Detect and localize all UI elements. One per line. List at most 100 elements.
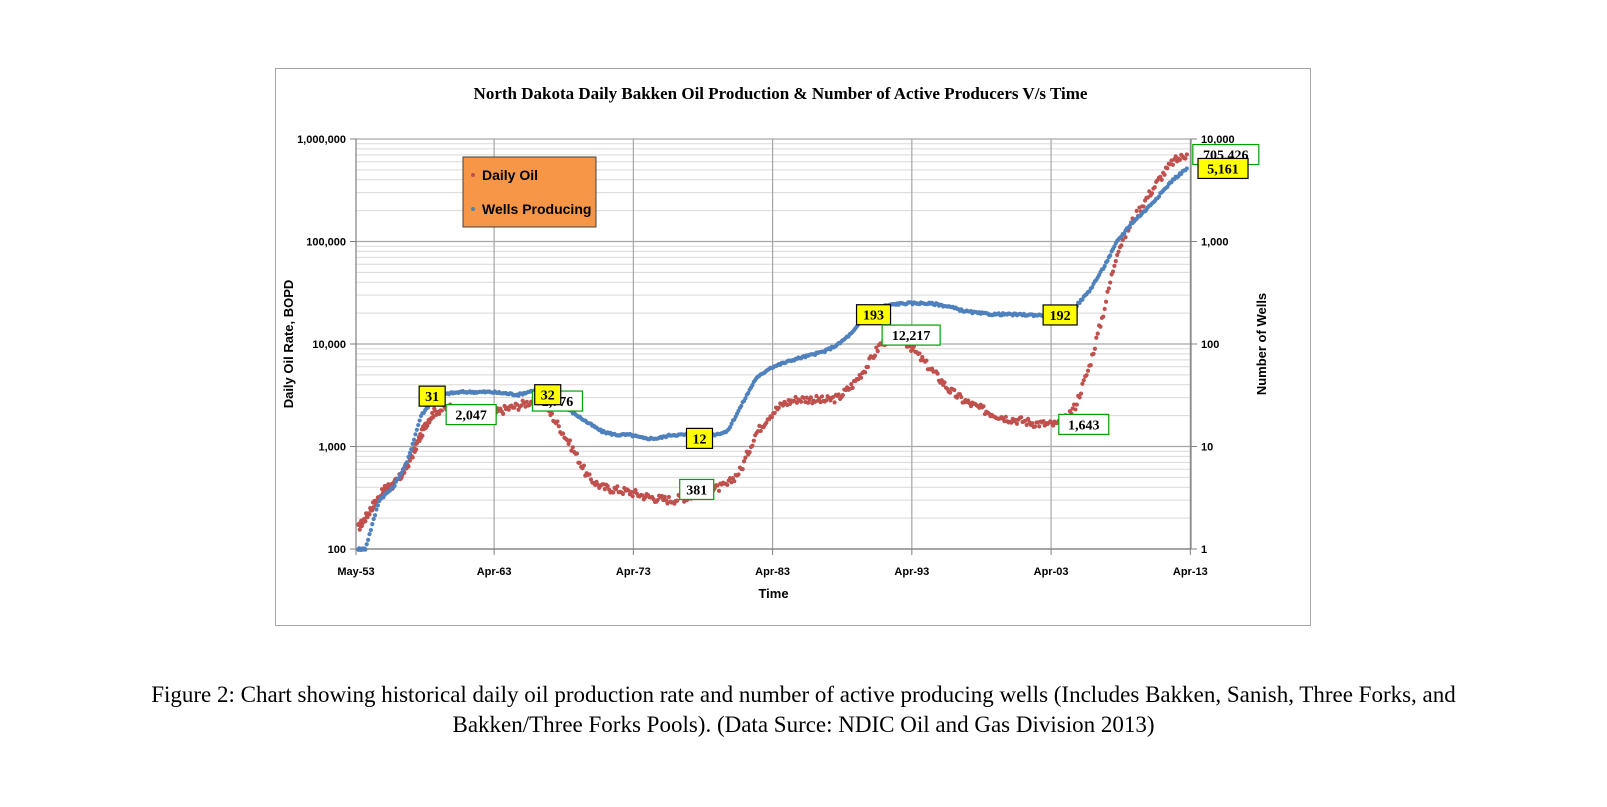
data-point	[1177, 157, 1182, 162]
data-point	[1032, 424, 1038, 429]
data-point	[439, 408, 445, 413]
data-point	[501, 411, 506, 416]
data-point	[840, 392, 846, 398]
data-point	[769, 414, 774, 420]
data-point	[732, 479, 737, 484]
legend-label: Wells Producing	[482, 201, 591, 217]
data-point	[414, 447, 419, 452]
annotation-box	[685, 427, 714, 449]
data-point	[968, 404, 974, 409]
data-point	[832, 400, 837, 405]
y-tick-label: 100,000	[306, 237, 346, 249]
data-point	[1105, 258, 1110, 263]
data-point	[1115, 252, 1120, 258]
data-point	[1162, 172, 1167, 177]
data-point	[865, 364, 871, 370]
data-point	[743, 396, 748, 401]
data-point	[567, 438, 573, 443]
data-point	[406, 464, 411, 469]
data-point	[1105, 289, 1110, 294]
data-point	[1003, 414, 1008, 419]
data-point	[863, 370, 868, 375]
data-point	[849, 381, 854, 387]
y-tick-label: 100	[328, 544, 346, 556]
data-point	[1184, 166, 1189, 171]
data-point	[368, 527, 373, 533]
data-point	[1108, 253, 1113, 258]
annotation-label: 192	[1050, 309, 1071, 324]
data-point	[367, 512, 372, 517]
data-point	[549, 411, 555, 416]
data-point	[729, 421, 734, 426]
annotation-green: 1,643	[1058, 413, 1110, 435]
data-point	[1123, 235, 1128, 240]
data-point	[655, 497, 660, 503]
data-point	[630, 494, 635, 499]
annotation-yellow: 193	[855, 304, 892, 326]
x-tick-label: Apr-13	[1173, 566, 1208, 578]
chart-frame: 100 1,000 10,000 100,000 1,000,000 1 10 100 1,00…	[275, 68, 1311, 626]
y-axis-title: Daily Oil Rate, BOPD	[281, 280, 296, 409]
data-point	[1081, 378, 1086, 383]
caption-line-2: Bakken/Three Forks Pools). (Data Surce: …	[452, 712, 1155, 737]
data-point	[1030, 421, 1035, 426]
y2-tick-label: 1,000	[1201, 237, 1229, 249]
data-point	[370, 521, 375, 527]
annotation-green: 381	[679, 478, 715, 501]
data-point	[1106, 286, 1111, 291]
data-point	[374, 507, 379, 512]
x-tick-label: Apr-03	[1034, 566, 1069, 578]
data-point	[1014, 421, 1020, 426]
data-point	[850, 385, 855, 391]
data-point	[414, 427, 419, 432]
data-point	[396, 476, 401, 481]
data-point	[1165, 166, 1170, 171]
data-point	[808, 395, 813, 400]
data-point	[506, 407, 511, 412]
annotation-green: 12,217	[881, 324, 941, 346]
data-point	[819, 394, 825, 399]
data-point	[751, 438, 756, 443]
annotation-yellow: 31	[418, 385, 446, 407]
data-point	[750, 383, 755, 388]
data-point	[371, 516, 376, 522]
data-point	[570, 445, 575, 450]
data-point	[370, 508, 375, 513]
data-point	[746, 390, 751, 396]
data-point	[1090, 285, 1095, 290]
data-point	[1152, 185, 1157, 190]
data-point	[1170, 162, 1175, 167]
y-tick-label: 10,000	[312, 339, 346, 351]
legend-box	[462, 156, 597, 228]
data-point	[1119, 243, 1124, 248]
data-point	[1101, 314, 1106, 319]
data-point	[587, 472, 592, 477]
y-tick-label: 1,000,000	[297, 134, 346, 146]
data-point	[740, 467, 745, 472]
data-point	[874, 345, 879, 350]
data-point	[935, 371, 940, 376]
legend-marker	[471, 173, 475, 177]
data-point	[413, 432, 418, 437]
data-point	[858, 375, 864, 380]
data-point	[555, 419, 560, 424]
x-tick-label: Apr-83	[755, 566, 790, 578]
y-tick-label: 1,000	[318, 442, 346, 454]
data-point	[1024, 422, 1029, 428]
data-point	[1085, 368, 1091, 373]
data-point	[1149, 191, 1155, 196]
data-point	[1183, 156, 1188, 161]
data-point	[417, 418, 422, 423]
data-point	[1077, 395, 1082, 400]
annotation-yellow: 32	[534, 384, 562, 406]
data-point	[425, 423, 430, 428]
data-point	[1073, 407, 1078, 412]
data-point	[1025, 416, 1031, 422]
data-point	[799, 399, 804, 404]
data-point	[1019, 415, 1024, 420]
data-point	[615, 484, 620, 489]
y2-tick-label: 10,000	[1201, 134, 1235, 146]
y2-tick-label: 10	[1201, 442, 1213, 454]
annotation-label: 5,161	[1207, 162, 1239, 177]
data-point	[1156, 194, 1162, 199]
